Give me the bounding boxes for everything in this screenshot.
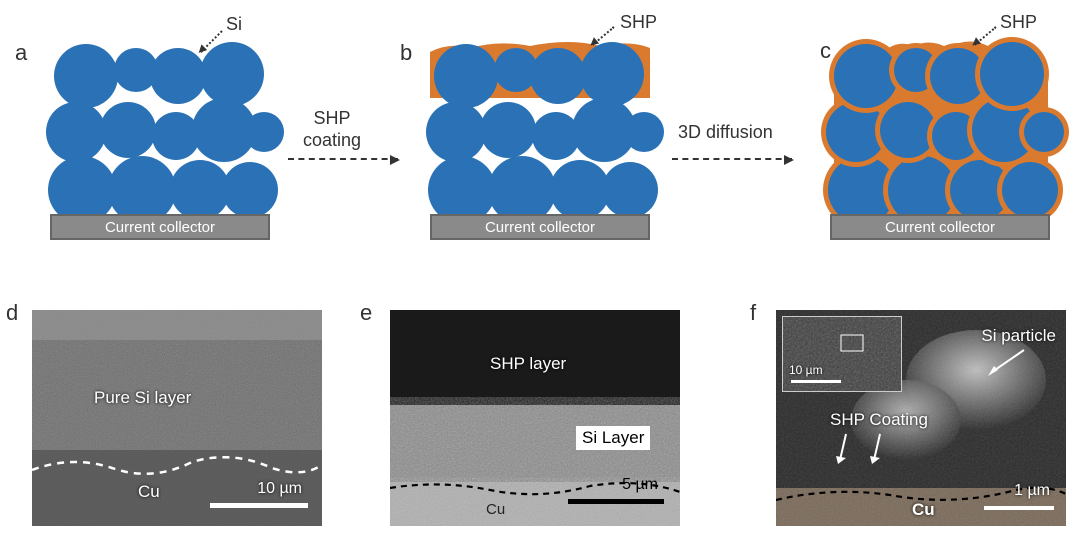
sem-image-f: 10 µm Si particle SHP Coating Cu 1 µm — [776, 310, 1066, 526]
arrow-label-3d-diffusion: 3D diffusion — [678, 122, 773, 144]
si-particle — [1024, 112, 1064, 152]
si-particle — [834, 44, 898, 108]
si-particle — [480, 102, 536, 158]
collector-label: Current collector — [485, 219, 595, 236]
arrow-label-shp-coating: SHP coating — [303, 108, 361, 151]
current-collector-a: Current collector — [50, 214, 270, 240]
panel-label-f: f — [750, 300, 756, 326]
arrow-label-l2: coating — [303, 130, 361, 150]
shp-label-c: SHP — [1000, 12, 1037, 33]
scalebar-f-text: 1 µm — [1014, 482, 1050, 500]
si-particle — [150, 48, 206, 104]
diagram-a: Current collector — [50, 20, 270, 250]
si-particle — [602, 162, 658, 218]
si-particle — [244, 112, 284, 152]
sem-image-d: Pure Si layer Cu 10 µm — [32, 310, 322, 526]
sem-image-e: SHP layer Si Layer Cu 5 µm — [390, 310, 680, 526]
scalebar-d-line — [210, 503, 308, 508]
si-particle — [100, 102, 156, 158]
scalebar-e-text: 5 µm — [622, 476, 658, 494]
si-particle — [980, 42, 1044, 106]
collector-label: Current collector — [885, 219, 995, 236]
collector-label: Current collector — [105, 219, 215, 236]
si-particle — [550, 160, 610, 220]
arrow-a-to-b — [288, 158, 398, 160]
si-particle — [200, 42, 264, 106]
si-particle — [46, 102, 106, 162]
arrow-label-l1: SHP — [314, 108, 351, 128]
arrow-label-l1: 3D diffusion — [678, 122, 773, 142]
panel-label-a: a — [15, 40, 27, 66]
panel-label-d: d — [6, 300, 18, 326]
panel-label-b: b — [400, 40, 412, 66]
current-collector-b: Current collector — [430, 214, 650, 240]
sem-f-cu-label: Cu — [912, 500, 935, 520]
scalebar-f-line — [984, 506, 1054, 510]
si-particle — [426, 102, 486, 162]
si-particle — [580, 42, 644, 106]
diagram-b: Current collector — [430, 20, 650, 250]
panel-label-e: e — [360, 300, 372, 326]
si-particle — [434, 44, 498, 108]
shp-label-b: SHP — [620, 12, 657, 33]
si-particle — [530, 48, 586, 104]
si-particle — [624, 112, 664, 152]
sem-e-cu-label: Cu — [486, 501, 505, 518]
arrow-b-to-c — [672, 158, 792, 160]
sem-d-cu-label: Cu — [138, 482, 160, 502]
si-particle — [1002, 162, 1058, 218]
current-collector-c: Current collector — [830, 214, 1050, 240]
scalebar-e-line — [568, 499, 664, 504]
si-particle — [54, 44, 118, 108]
si-particle — [170, 160, 230, 220]
si-particle — [222, 162, 278, 218]
diagram-c: Current collector — [830, 20, 1050, 250]
si-label: Si — [226, 14, 242, 35]
scalebar-d-text: 10 µm — [257, 480, 302, 498]
